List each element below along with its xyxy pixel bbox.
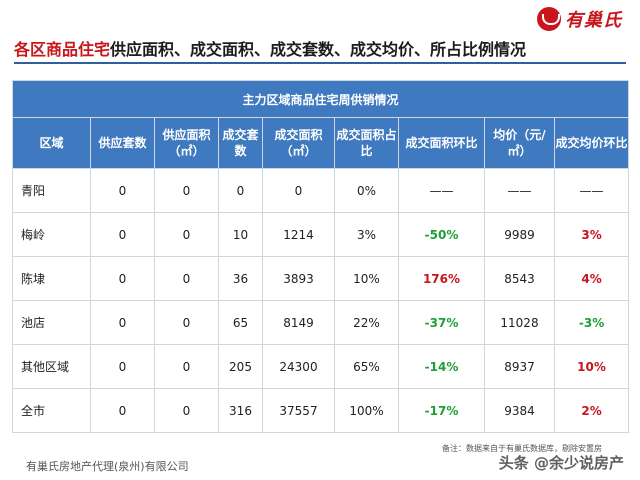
cell-deal-units: 36 [218, 256, 263, 301]
cell-price-mom: —— [553, 168, 630, 213]
table-row: 池店 0 0 65 8149 22% -37% 11028 -3% [12, 300, 630, 345]
cell-deal-area: 37557 [262, 388, 335, 433]
table-row: 陈埭 0 0 36 3893 10% 176% 8543 4% [12, 256, 630, 301]
cell-share: 65% [334, 344, 399, 389]
cell-avg-price: 11028 [484, 300, 555, 345]
cell-avg-price: —— [484, 168, 555, 213]
cell-supply-area: 0 [154, 212, 219, 257]
page-title: 各区商品住宅供应面积、成交面积、成交套数、成交均价、所占比例情况 [14, 36, 526, 60]
cell-avg-price: 9384 [484, 388, 555, 433]
cell-deal-area: 0 [262, 168, 335, 213]
table-row: 全市 0 0 316 37557 100% -17% 9384 2% [12, 388, 630, 433]
cell-price-mom: 4% [553, 256, 630, 301]
table-caption-row: 主力区域商品住宅周供销情况 [11, 80, 630, 118]
cell-share: 10% [334, 256, 399, 301]
col-header-price-mom: 成交均价环比 [553, 117, 630, 169]
cell-supply-units: 0 [90, 212, 155, 257]
cell-region: 全市 [12, 388, 91, 433]
cell-supply-area: 0 [154, 300, 219, 345]
cell-area-mom: -50% [398, 212, 485, 257]
cell-deal-units: 205 [218, 344, 263, 389]
cell-deal-units: 316 [218, 388, 263, 433]
cell-price-mom: 10% [553, 344, 630, 389]
cell-deal-area: 24300 [262, 344, 335, 389]
cell-share: 22% [334, 300, 399, 345]
col-header-share: 成交面积占比 [334, 117, 399, 169]
logo-text: 有巢氏 [565, 10, 622, 31]
cell-share: 3% [334, 212, 399, 257]
cell-supply-units: 0 [90, 256, 155, 301]
col-header-avg-price: 均价（元/㎡） [484, 117, 555, 169]
table-header-row: 区域 供应套数 供应面积（㎡） 成交套数 成交面积（㎡） 成交面积占比 成交面积… [12, 117, 630, 169]
cell-avg-price: 9989 [484, 212, 555, 257]
company-name: 有巢氏房地产代理(泉州)有限公司 [26, 460, 189, 473]
cell-deal-area: 3893 [262, 256, 335, 301]
cell-avg-price: 8543 [484, 256, 555, 301]
cell-supply-units: 0 [90, 388, 155, 433]
title-divider [14, 62, 626, 64]
cell-area-mom: -17% [398, 388, 485, 433]
cell-deal-units: 0 [218, 168, 263, 213]
col-header-area-mom: 成交面积环比 [398, 117, 485, 169]
cell-supply-units: 0 [90, 168, 155, 213]
cell-area-mom: —— [398, 168, 485, 213]
cell-deal-area: 8149 [262, 300, 335, 345]
cell-supply-area: 0 [154, 168, 219, 213]
cell-region: 池店 [12, 300, 91, 345]
col-header-deal-units: 成交套数 [218, 117, 263, 169]
top-bar: 有巢氏 [0, 0, 640, 36]
table-row: 梅岭 0 0 10 1214 3% -50% 9989 3% [12, 212, 630, 257]
watermark: 头条 @余少说房产 [498, 454, 624, 472]
cell-deal-units: 65 [218, 300, 263, 345]
cell-supply-area: 0 [154, 388, 219, 433]
cell-deal-area: 1214 [262, 212, 335, 257]
footnote: 备注：数据来自于有巢氏数据库，剔除安置房 [442, 444, 602, 453]
col-header-region: 区域 [12, 117, 91, 169]
col-header-supply-units: 供应套数 [90, 117, 155, 169]
col-header-deal-area: 成交面积（㎡） [262, 117, 335, 169]
cell-region: 青阳 [12, 168, 91, 213]
cell-area-mom: 176% [398, 256, 485, 301]
cell-price-mom: 2% [553, 388, 630, 433]
cell-area-mom: -37% [398, 300, 485, 345]
cell-region: 陈埭 [12, 256, 91, 301]
table-caption: 主力区域商品住宅周供销情况 [11, 80, 630, 118]
cell-supply-area: 0 [154, 344, 219, 389]
table-row: 其他区域 0 0 205 24300 65% -14% 8937 10% [12, 344, 630, 389]
page-title-highlight: 各区商品住宅 [14, 40, 111, 59]
table-row: 青阳 0 0 0 0 0% —— —— —— [12, 168, 630, 213]
cell-avg-price: 8937 [484, 344, 555, 389]
cell-region: 梅岭 [12, 212, 91, 257]
cell-supply-units: 0 [90, 300, 155, 345]
sales-table: 主力区域商品住宅周供销情况 区域 供应套数 供应面积（㎡） 成交套数 成交面积（… [11, 80, 630, 433]
table-body: 青阳 0 0 0 0 0% —— —— —— 梅岭 0 0 10 1214 3% -50% 9989 3% 陈埭 0 0… [12, 168, 630, 433]
cell-share: 0% [334, 168, 399, 213]
cell-area-mom: -14% [398, 344, 485, 389]
brand-logo: 有巢氏 [537, 6, 622, 32]
logo-mark-icon [537, 7, 561, 31]
cell-price-mom: -3% [553, 300, 630, 345]
cell-price-mom: 3% [553, 212, 630, 257]
cell-region: 其他区域 [12, 344, 91, 389]
page-title-rest: 供应面积、成交面积、成交套数、成交均价、所占比例情况 [110, 40, 527, 59]
cell-deal-units: 10 [218, 212, 263, 257]
cell-supply-units: 0 [90, 344, 155, 389]
cell-supply-area: 0 [154, 256, 219, 301]
col-header-supply-area: 供应面积（㎡） [154, 117, 219, 169]
cell-share: 100% [334, 388, 399, 433]
